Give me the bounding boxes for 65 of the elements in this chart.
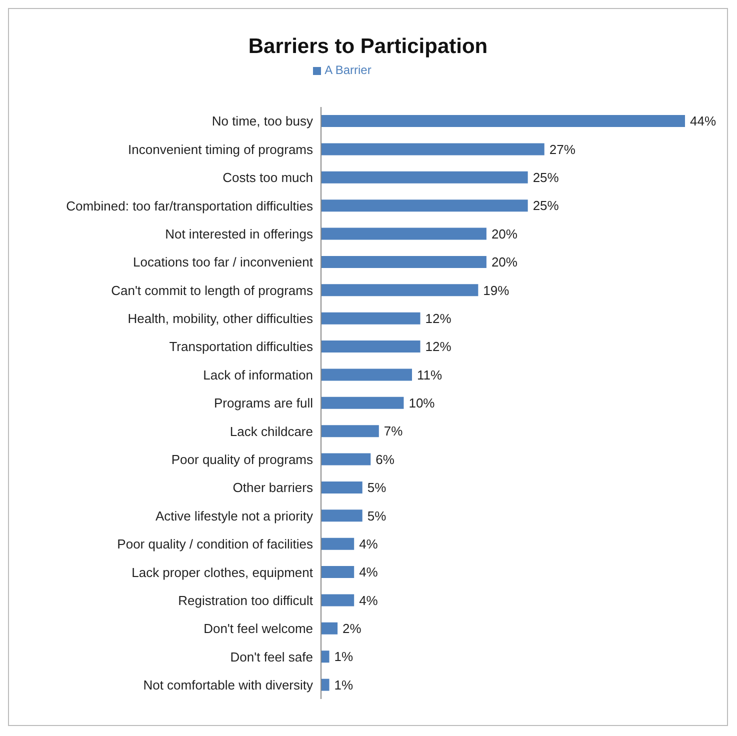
- bar: [321, 678, 330, 691]
- y-tick-label: Costs too much: [222, 170, 313, 186]
- bar: [321, 340, 420, 353]
- bar: [321, 396, 404, 409]
- data-label: 2%: [342, 621, 362, 636]
- y-tick-label: Programs are full: [214, 396, 314, 411]
- data-label: 4%: [359, 536, 378, 552]
- data-label: 10%: [408, 396, 436, 411]
- y-tick-label: Lack childcare: [230, 424, 313, 439]
- y-tick-label: Don't feel safe: [230, 649, 313, 664]
- legend-label: A Barrier: [324, 63, 372, 77]
- y-tick-label: Inconvenient timing of programs: [128, 142, 314, 157]
- y-tick-label: Poor quality / condition of facilities: [117, 536, 314, 552]
- bar: [321, 171, 528, 184]
- chart-title: Barriers to Participation: [247, 35, 489, 59]
- data-label: 7%: [384, 424, 404, 439]
- bar: [321, 650, 330, 663]
- y-tick-label: Lack of information: [203, 367, 313, 382]
- bar: [321, 425, 379, 438]
- y-tick-label: Transportation difficulties: [169, 339, 314, 354]
- bar: [321, 510, 362, 522]
- data-label: 27%: [549, 142, 576, 157]
- data-label: 20%: [491, 254, 518, 270]
- y-tick-label: Not comfortable with diversity: [143, 678, 314, 693]
- bar: [321, 256, 486, 268]
- data-label: 11%: [417, 367, 442, 382]
- data-label: 12%: [425, 310, 452, 326]
- y-tick-label: Not interested in offerings: [165, 226, 314, 242]
- y-tick-label: Other barriers: [232, 480, 314, 496]
- bar: [321, 453, 371, 466]
- data-label: 12%: [425, 339, 452, 354]
- bar: [321, 481, 362, 494]
- y-tick-label: Combined: too far/transportation difficulties: [66, 198, 314, 214]
- bar: [321, 538, 354, 550]
- data-label: 5%: [367, 480, 387, 496]
- bar: [321, 115, 685, 127]
- data-label: 20%: [491, 226, 518, 242]
- y-tick-label: Can't commit to length of programs: [111, 282, 314, 298]
- data-label: 25%: [532, 170, 560, 185]
- bar: [321, 594, 354, 606]
- y-tick-label: Don't feel welcome: [204, 621, 313, 636]
- bar: [321, 228, 486, 240]
- y-tick-label: Poor quality of programs: [171, 452, 314, 467]
- y-tick-label: Lack proper clothes, equipment: [132, 564, 314, 580]
- data-label: 5%: [367, 508, 387, 524]
- data-label: 1%: [334, 649, 354, 664]
- y-tick-label: Health, mobility, other difficulties: [128, 311, 314, 326]
- y-tick-label: Active lifestyle not a priority: [155, 508, 314, 524]
- bar: [321, 312, 420, 324]
- y-tick-label: Locations too far / inconvenient: [133, 254, 314, 270]
- data-label: 19%: [483, 282, 510, 298]
- data-label: 1%: [334, 677, 354, 692]
- bar: [321, 622, 338, 634]
- bar: [321, 368, 412, 381]
- y-tick-label: No time, too busy: [212, 114, 314, 129]
- bar: [321, 143, 544, 156]
- data-label: 6%: [376, 452, 395, 467]
- data-label: 4%: [359, 564, 378, 580]
- y-tick-label: Registration too difficult: [178, 592, 314, 608]
- data-label: 25%: [532, 198, 560, 214]
- bar: [321, 284, 478, 296]
- bar: [321, 566, 354, 578]
- data-label: 4%: [359, 592, 378, 608]
- bar: [321, 200, 528, 212]
- data-label: 44%: [690, 114, 716, 129]
